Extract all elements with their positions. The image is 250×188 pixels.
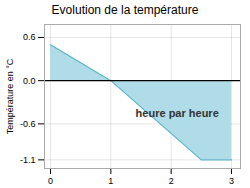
svg-text:0.0: 0.0 bbox=[23, 76, 36, 86]
svg-text:-1.1: -1.1 bbox=[20, 155, 36, 165]
svg-text:-0.6: -0.6 bbox=[20, 119, 36, 129]
svg-text:heure par heure: heure par heure bbox=[136, 107, 219, 119]
svg-text:1: 1 bbox=[108, 176, 113, 186]
svg-text:2: 2 bbox=[169, 176, 174, 186]
svg-text:Température en °C: Température en °C bbox=[5, 58, 15, 134]
svg-text:3: 3 bbox=[229, 176, 234, 186]
svg-text:0.6: 0.6 bbox=[23, 32, 36, 42]
html-text:Evolution de la température: Evolution de la température bbox=[51, 3, 199, 17]
svg-text:0: 0 bbox=[48, 176, 53, 186]
